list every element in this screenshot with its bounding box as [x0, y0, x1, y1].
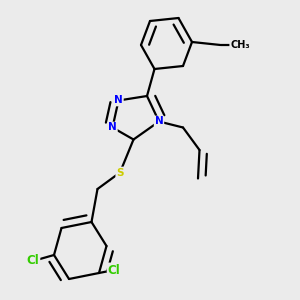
Text: Cl: Cl: [27, 254, 39, 268]
Text: N: N: [154, 116, 164, 127]
Text: N: N: [114, 95, 123, 106]
Text: Cl: Cl: [108, 263, 120, 277]
Text: N: N: [108, 122, 117, 133]
Text: S: S: [116, 167, 124, 178]
Text: CH₃: CH₃: [230, 40, 250, 50]
